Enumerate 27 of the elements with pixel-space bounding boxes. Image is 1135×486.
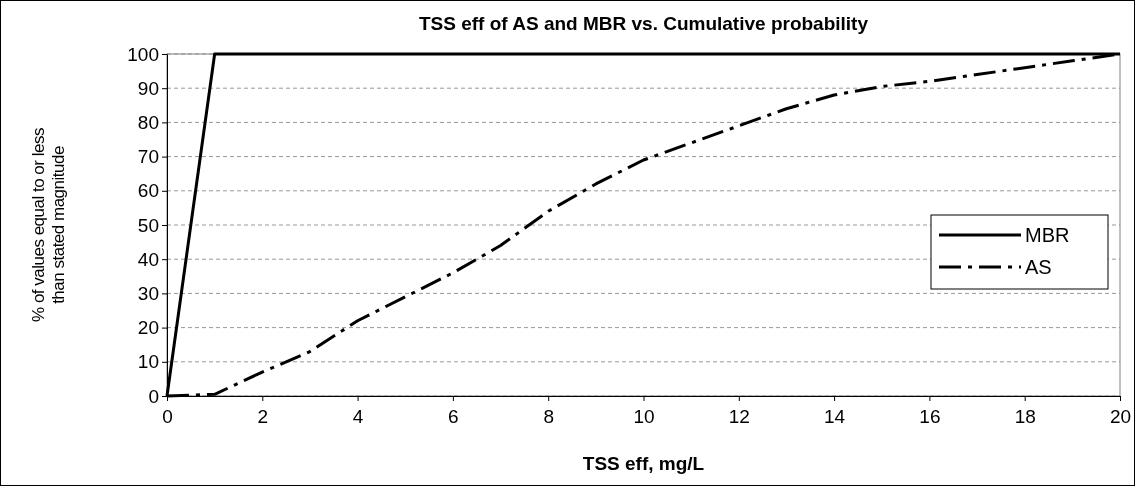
y-tick-label: 50 (137, 214, 159, 236)
chart-title: TSS eff of AS and MBR vs. Cumulative probability (418, 13, 869, 34)
x-tick-label: 2 (257, 406, 269, 427)
y-tick-label: 30 (137, 282, 159, 304)
x-tick-label: 4 (352, 406, 364, 427)
y-tick-label: 60 (137, 180, 159, 202)
x-tick-label: 14 (824, 406, 846, 427)
x-tick-label: 16 (919, 406, 941, 427)
x-tick-label: 0 (162, 406, 173, 427)
x-tick-label: 20 (1109, 406, 1132, 427)
y-tick-label: 80 (137, 111, 159, 133)
y-tick-label: 100 (127, 43, 159, 65)
y-tick-label: 90 (137, 77, 159, 99)
x-tick-label: 10 (633, 406, 655, 427)
legend-label: AS (1025, 256, 1052, 278)
x-tick-label: 8 (543, 406, 554, 427)
y-tick-label: 10 (137, 351, 159, 373)
y-axis-title: % of values equal to or less than stated magnitude (29, 128, 69, 322)
legend-label: MBR (1025, 224, 1070, 246)
x-tick-label: 12 (728, 406, 750, 427)
x-tick-label: 18 (1014, 406, 1036, 427)
y-tick-label: 20 (137, 317, 159, 339)
x-tick-label: 6 (448, 406, 459, 427)
x-axis-title: TSS eff, mg/L (582, 453, 705, 474)
y-tick-label: 70 (137, 146, 159, 168)
y-tick-label: 40 (137, 248, 159, 270)
y-tick-label: 0 (148, 385, 159, 407)
